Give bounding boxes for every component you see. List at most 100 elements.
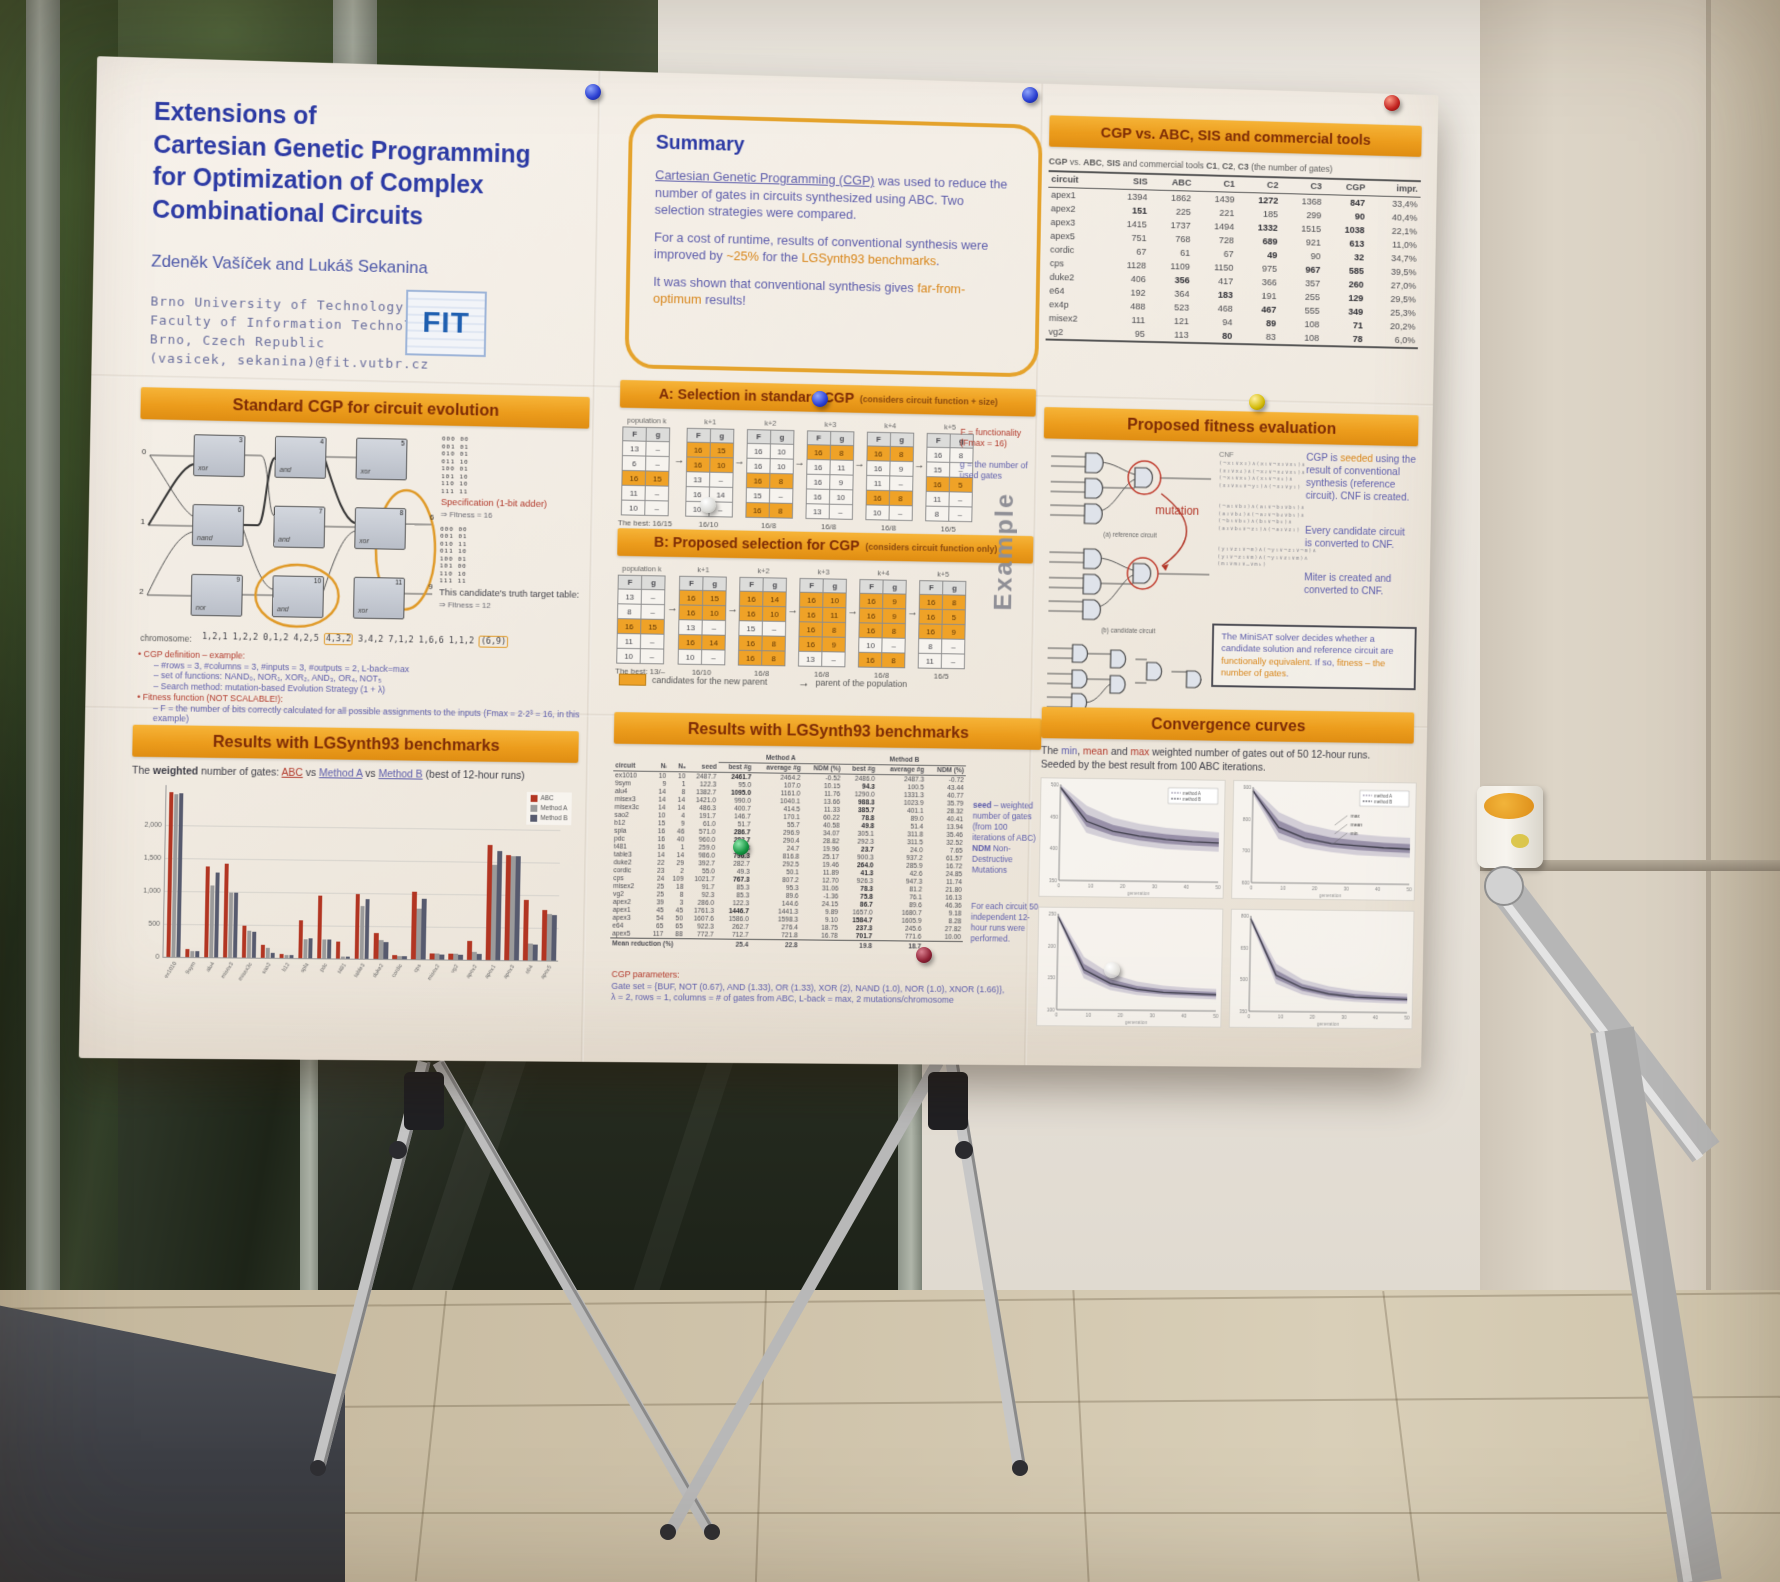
table-cell: e64 <box>610 922 646 930</box>
output-label: 9 <box>428 582 433 591</box>
svg-text:50: 50 <box>1213 1014 1219 1020</box>
table-cell: 14 <box>668 804 687 812</box>
list-item: (m₁∨m₂∨…∨mₖ) <box>1217 562 1301 571</box>
push-pin-green <box>733 839 749 855</box>
table-cell: 25 <box>647 882 666 890</box>
table-cell: 221 <box>1194 205 1238 220</box>
y-tick-label: 2,000 <box>144 821 162 828</box>
cgp-node: 10 and <box>272 575 324 618</box>
column-header: Nᵢ <box>650 761 669 771</box>
bar-method-a <box>453 954 458 960</box>
side-note: For each circuit 50 independent 12-hour … <box>970 901 1038 945</box>
table-cell: 24 <box>648 875 667 883</box>
table-cell: 49 <box>1236 247 1280 262</box>
arrow-icon: → <box>734 455 745 467</box>
column-header: NDM (%) <box>803 764 843 774</box>
table-cell: apex2 <box>611 898 647 906</box>
bar-method-b <box>514 856 520 960</box>
table-cell: 14 <box>648 851 667 859</box>
example-vertical-label: Example <box>987 502 1019 610</box>
best-value: The best: 16/15 <box>618 518 672 528</box>
cnf-heading: CNF <box>1219 450 1303 461</box>
table-cell: 8 <box>666 891 685 899</box>
table-cell: 1737 <box>1150 218 1194 233</box>
table-cell: b12 <box>612 819 648 827</box>
table-cell: 54 <box>647 914 666 922</box>
circuit-sketches <box>1042 446 1215 734</box>
column-header: CGP <box>1325 179 1369 196</box>
table-cell: 1150 <box>1193 260 1237 275</box>
table-cell: 22 <box>648 859 667 867</box>
table-cell: table3 <box>612 850 648 858</box>
table-cell: 109 <box>666 875 685 883</box>
table-cell: 1862 <box>1150 190 1194 205</box>
bar-method-a <box>435 954 440 960</box>
best-value: 16/8 <box>761 521 776 530</box>
table-cell: 467 <box>1236 302 1280 317</box>
svg-text:20: 20 <box>1310 1015 1316 1021</box>
generation-label: k+3 <box>824 420 836 429</box>
side-note: seed – weighted number of gates (from 10… <box>972 800 1041 877</box>
table-cell: 121 <box>1148 314 1192 329</box>
population-table: Fg 16 8 16 9 11–16 8 10– <box>865 432 914 521</box>
cnf-group: (y₁∨z₁∨¬m)∧(¬y₁∨¬z₁∨¬m)∧ (y₁∨¬z₁∨m)∧(¬y₁∨… <box>1217 547 1301 571</box>
population-table: Fg 16 15 16 10 13–16 14 10– <box>678 576 727 666</box>
bar-method-b <box>421 899 427 960</box>
poster: Extensions of Cartesian Genetic Programmi… <box>79 56 1439 1068</box>
svg-text:0: 0 <box>1057 883 1060 889</box>
table-cell: 80 <box>1191 328 1235 344</box>
bar-method-b <box>365 900 371 959</box>
population-table: Fg 16 8 16 11 16 9 16 10 13– <box>805 430 854 520</box>
arrow-icon: → <box>914 459 925 471</box>
table-cell: 1 <box>668 780 687 788</box>
table-cell: sao2 <box>612 811 648 819</box>
panel-header-sub: (considers circuit function only) <box>865 542 997 554</box>
column-header: NDM (%) <box>926 765 966 775</box>
fitness-note: Every candidate circuit is converted to … <box>1305 524 1415 552</box>
table-cell: 768 <box>1149 231 1193 246</box>
population-column: population k Fg 13–6–16 15 11–10– The best: 1… <box>618 415 674 528</box>
svg-text:method B: method B <box>1182 797 1200 802</box>
x-tick-label: apex2 <box>466 964 479 980</box>
x-tick-label: table3 <box>353 963 366 979</box>
bar-abc <box>392 955 396 959</box>
table-cell: cordic <box>1047 243 1106 258</box>
table-cell: e64 <box>1046 284 1105 299</box>
chromosome-gene: 1,2,2 <box>232 632 263 642</box>
affiliation: Brno University of Technology Faculty of … <box>149 293 594 378</box>
convergence-plots: 500 450 400 350 0 10 20 30 40 50 generation method … <box>1036 777 1415 1029</box>
x-tick-label: 9sym <box>185 961 197 975</box>
table-cell: 94 <box>1192 315 1236 330</box>
table-cell: 83 <box>1235 329 1279 345</box>
table-cell: 14 <box>649 796 668 804</box>
table-cell: misex2 <box>1046 311 1105 326</box>
column-header: Nₒ <box>668 762 687 772</box>
generation-label: k+2 <box>757 566 769 575</box>
arrow-icon: → <box>854 458 865 470</box>
population-column: k+3 Fg 16 10 16 11 16 8 16 9 13–16/8 <box>798 567 847 679</box>
push-pin-blue <box>585 84 601 100</box>
bar-abc <box>448 954 453 960</box>
output-label: 6 <box>430 513 435 522</box>
table-cell: 111 <box>1104 312 1148 327</box>
input-label: 2 <box>139 587 144 596</box>
chromosome-gene: 3,4,2 <box>353 634 389 645</box>
svg-text:800: 800 <box>1241 914 1249 920</box>
legend-entry: ABC <box>531 794 568 804</box>
poster-title: Extensions of Cartesian Genetic Programmi… <box>152 96 598 237</box>
list-item: 111 11 <box>439 578 586 588</box>
push-pin-yellow <box>1249 394 1265 410</box>
table-cell: 1439 <box>1194 191 1238 206</box>
population-table: Fg 16 14 16 10 15–16 8 16 8 <box>738 577 787 666</box>
table-cell: 185 <box>1237 206 1281 221</box>
chromosome-gene: 0,1,2 <box>263 633 294 643</box>
svg-text:350: 350 <box>1239 1009 1247 1015</box>
table-cell: apex5 <box>1047 229 1106 244</box>
chromosome-string: 1,2,1 1,2,2 0,1,2 4,2,5 4,3,2 3,4,2 7,1,… <box>202 632 577 648</box>
y-tick-label: 1,000 <box>143 887 161 894</box>
bar-method-a <box>472 952 477 960</box>
x-tick-label: spla <box>300 962 311 974</box>
bar-method-b <box>233 892 239 957</box>
table-cell: 406 <box>1105 271 1149 286</box>
svg-text:30: 30 <box>1152 884 1158 890</box>
